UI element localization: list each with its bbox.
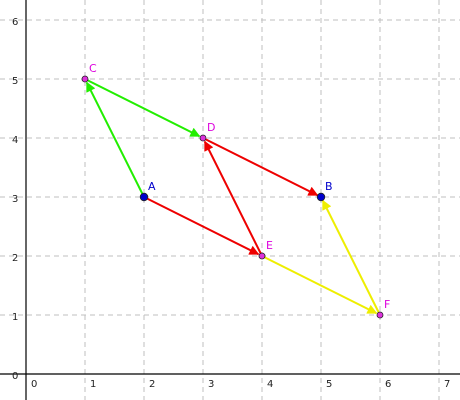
- point-label-A: A: [148, 180, 156, 193]
- y-tick-label: 6: [12, 17, 18, 28]
- y-tick-label: 5: [12, 76, 18, 87]
- vectors: [84, 78, 381, 316]
- vector-D-B: [202, 137, 319, 197]
- vector-C-D: [84, 78, 201, 138]
- point-B: [316, 192, 326, 202]
- point-label-B: B: [325, 180, 333, 193]
- vector-F-B: [321, 199, 381, 316]
- y-tick-label: 4: [12, 135, 18, 146]
- x-tick-label: 4: [267, 379, 273, 390]
- vector-A-C: [85, 81, 145, 198]
- point-C: [81, 75, 89, 83]
- x-tick-label: 5: [326, 379, 332, 390]
- x-tick-label: 1: [90, 379, 96, 390]
- x-tick-label: 3: [208, 379, 214, 390]
- x-tick-label: 2: [149, 379, 155, 390]
- y-tick-label: 1: [12, 312, 18, 323]
- y-tick-label: 2: [12, 253, 18, 264]
- x-tick-label: 0: [31, 379, 37, 390]
- point-D: [199, 134, 207, 142]
- point-A: [139, 192, 149, 202]
- tick-labels: 0 1 2 3 4 5 6 7 0 1 2 3 4 5 6: [12, 17, 450, 390]
- y-tick-label: 0: [12, 371, 18, 382]
- point-label-D: D: [207, 121, 215, 134]
- point-label-F: F: [384, 298, 390, 311]
- vector-A-E: [143, 196, 260, 256]
- x-tick-label: 7: [444, 379, 450, 390]
- point-F: [376, 311, 384, 319]
- vector-E-D: [203, 140, 263, 257]
- x-tick-label: 6: [385, 379, 391, 390]
- points: A B C D E F: [81, 62, 390, 319]
- point-label-E: E: [266, 239, 273, 252]
- y-tick-label: 3: [12, 194, 18, 205]
- point-E: [258, 252, 266, 260]
- vector-E-F: [261, 255, 378, 315]
- point-label-C: C: [89, 62, 97, 75]
